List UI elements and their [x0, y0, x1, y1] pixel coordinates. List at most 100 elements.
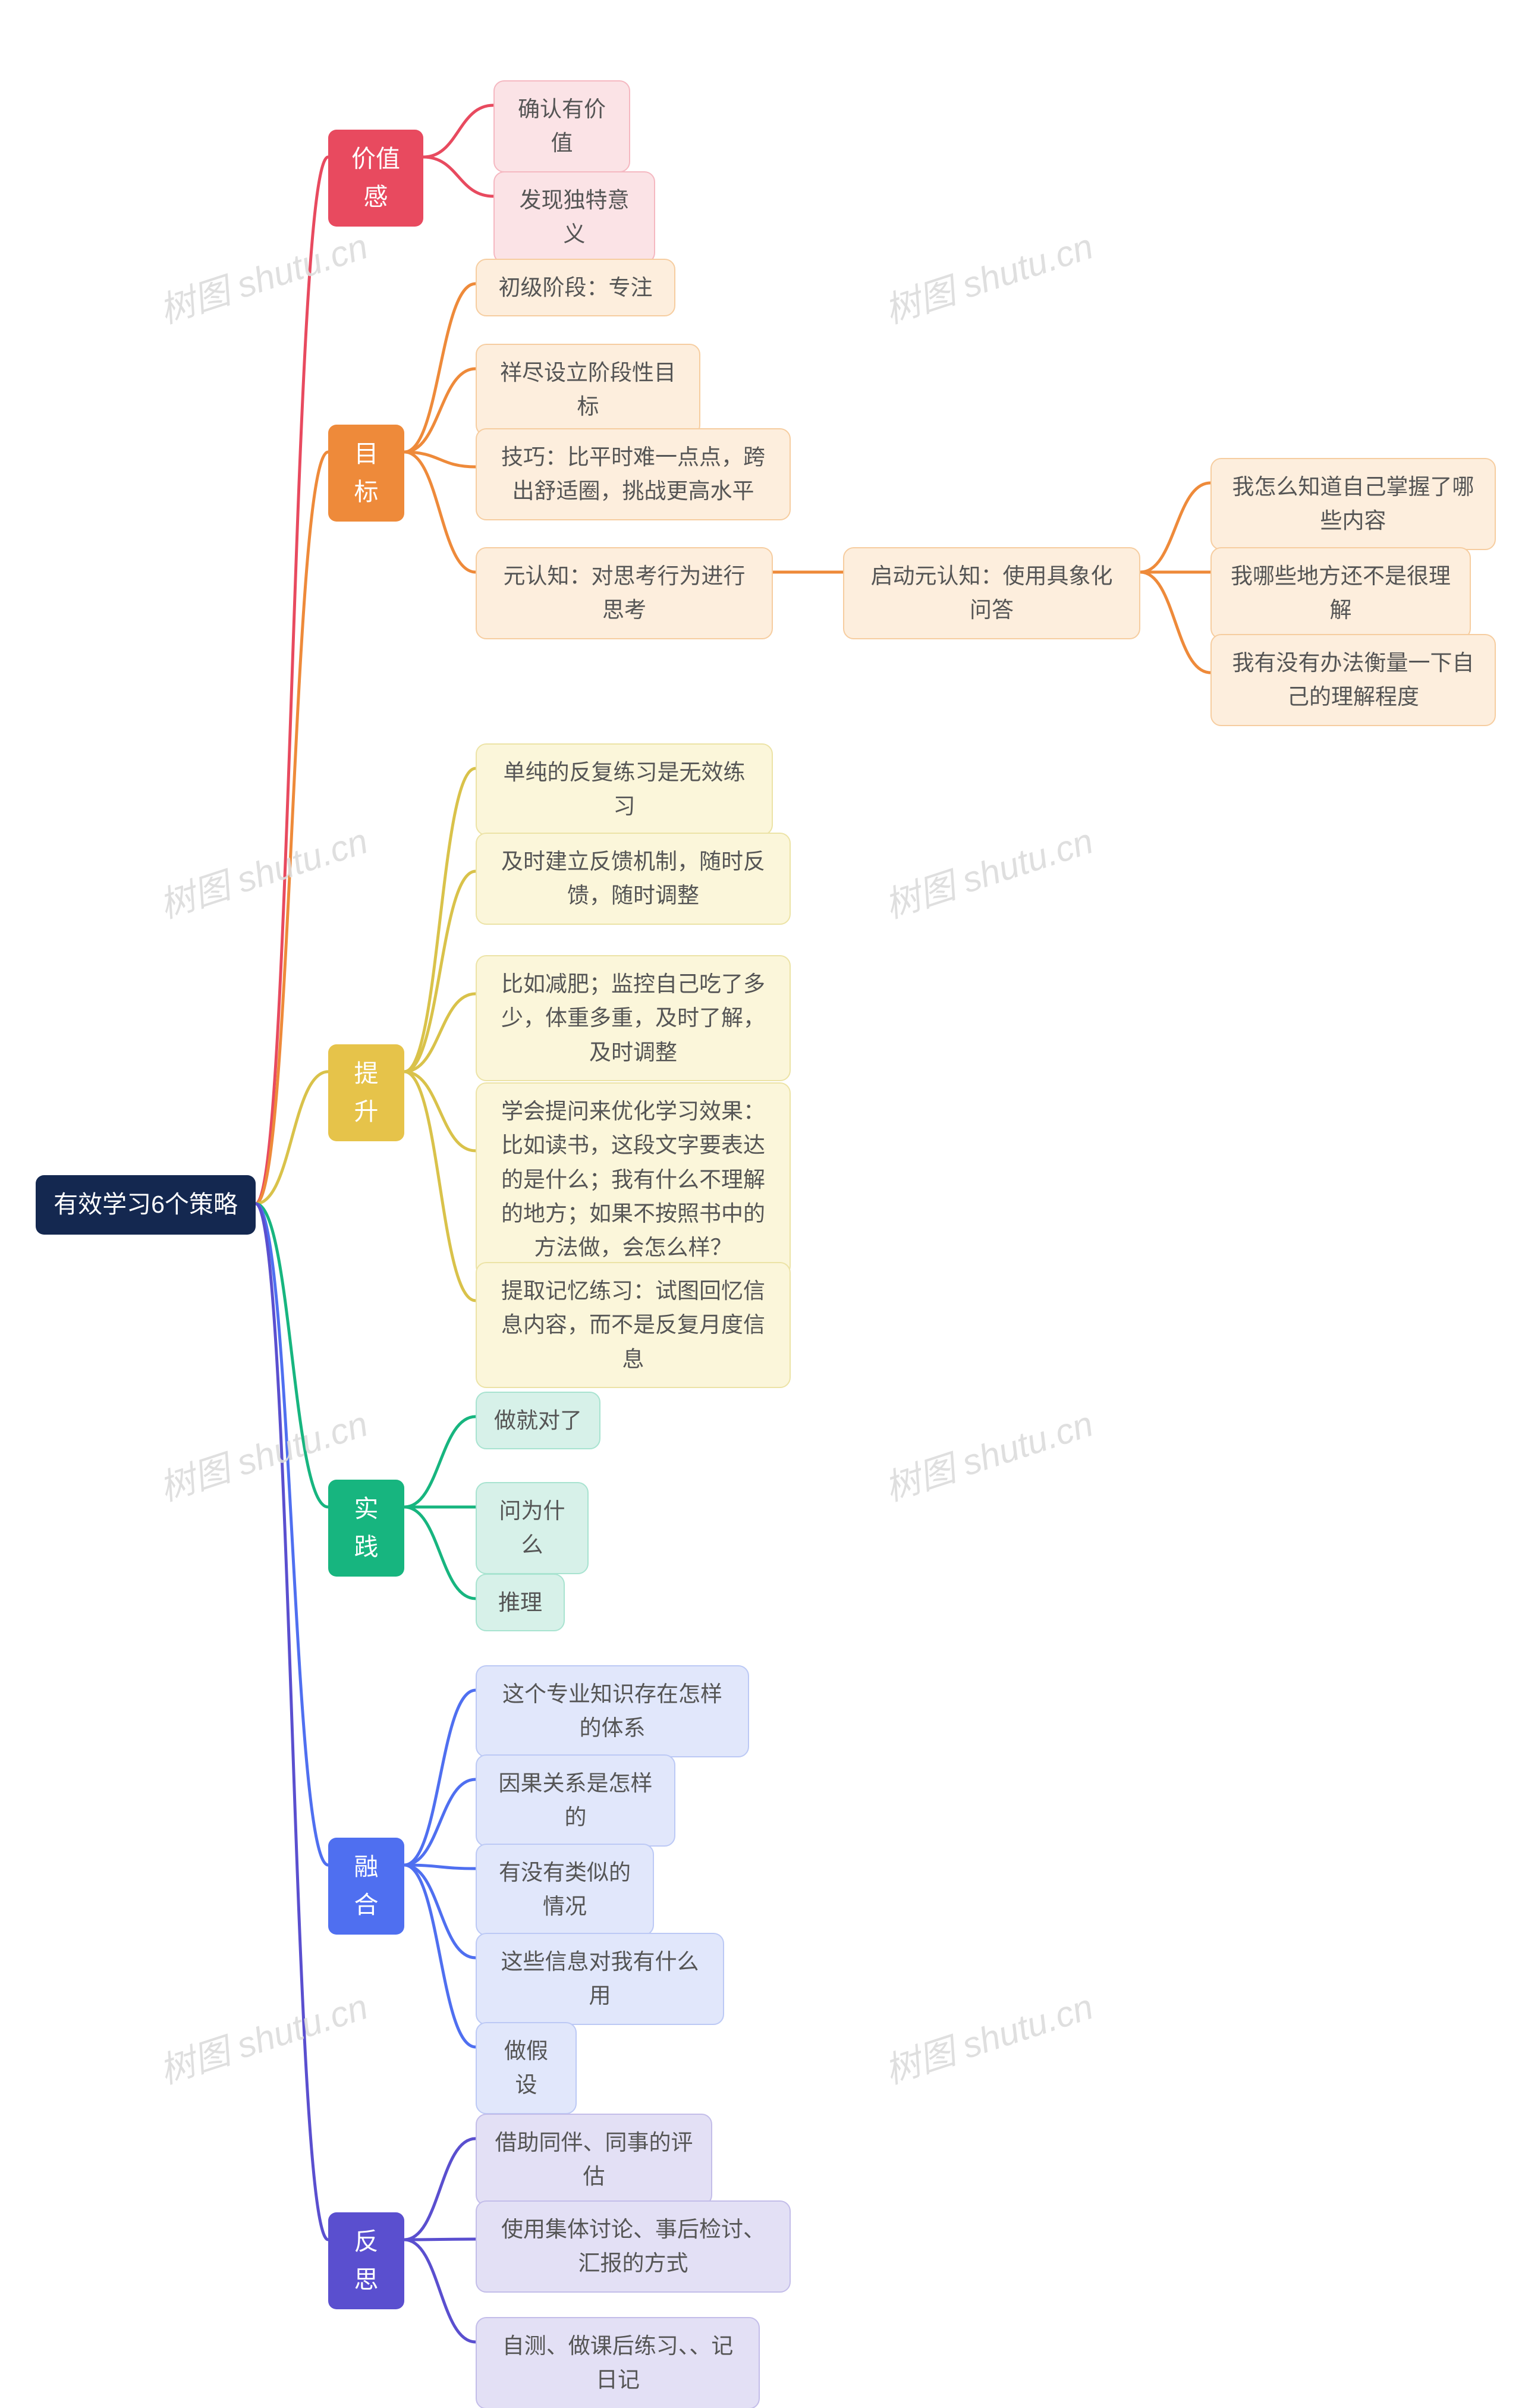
- node-label: 及时建立反馈机制，随时反馈，随时调整: [493, 844, 773, 913]
- node-label: 借助同伴、同事的评估: [493, 2126, 694, 2194]
- connector-b6-b6c1: [404, 2139, 476, 2240]
- node-label: 启动元认知：使用具象化问答: [861, 559, 1122, 627]
- connector-root-b2: [256, 452, 328, 1204]
- mindmap-node-b3c3[interactable]: 比如减肥；监控自己吃了多少，体重多重，及时了解，及时调整: [476, 955, 791, 1081]
- connector-b5-b5c3: [404, 1865, 476, 1869]
- mindmap-node-b5c4[interactable]: 这些信息对我有什么用: [476, 1933, 724, 2025]
- node-label: 这些信息对我有什么用: [493, 1945, 706, 2013]
- connector-b6-b6c3: [404, 2240, 476, 2342]
- node-label: 这个专业知识存在怎样的体系: [493, 1677, 731, 1745]
- mindmap-node-b3c5[interactable]: 提取记忆练习：试图回忆信息内容，而不是反复月度信息: [476, 1262, 791, 1388]
- node-label: 因果关系是怎样的: [493, 1766, 658, 1835]
- node-label: 使用集体讨论、事后检讨、汇报的方式: [493, 2212, 773, 2281]
- mindmap-node-b3c2[interactable]: 及时建立反馈机制，随时反馈，随时调整: [476, 833, 791, 925]
- watermark: 树图 shutu.cn: [877, 218, 1099, 334]
- connector-b2-b2c4: [404, 452, 476, 572]
- connector-b3-b3c4: [404, 1072, 476, 1151]
- node-label: 我有没有办法衡量一下自己的理解程度: [1228, 646, 1478, 714]
- mindmap-node-b5c1[interactable]: 这个专业知识存在怎样的体系: [476, 1665, 749, 1757]
- node-label: 目标: [344, 435, 389, 511]
- watermark: 树图 shutu.cn: [877, 812, 1099, 928]
- node-label: 元认知：对思考行为进行思考: [493, 559, 755, 627]
- node-label: 祥尽设立阶段性目标: [493, 356, 683, 424]
- mindmap-node-b1c2[interactable]: 发现独特意义: [493, 171, 655, 263]
- connector-b5-b5c5: [404, 1865, 476, 2047]
- node-label: 确认有价值: [511, 92, 612, 161]
- connector-root-b4: [256, 1204, 328, 1507]
- node-label: 单纯的反复练习是无效练习: [493, 755, 755, 824]
- mindmap-node-b6c1[interactable]: 借助同伴、同事的评估: [476, 2114, 712, 2206]
- mindmap-node-b6c3[interactable]: 自测、做课后练习、、记日记: [476, 2317, 760, 2408]
- node-label: 技巧：比平时难一点点，跨出舒适圈，挑战更高水平: [493, 440, 773, 508]
- node-label: 问为什么: [493, 1494, 571, 1562]
- mindmap-node-b2c4a2[interactable]: 我哪些地方还不是很理解: [1210, 547, 1471, 639]
- node-label: 初级阶段：专注: [499, 271, 653, 304]
- connector-root-b3: [256, 1072, 328, 1204]
- connector-b3-b3c1: [404, 768, 476, 1072]
- watermark: 树图 shutu.cn: [152, 218, 373, 334]
- connector-b3-b3c2: [404, 871, 476, 1072]
- connector-root-b1: [256, 157, 328, 1204]
- connector-b6-b6c2: [404, 2239, 476, 2240]
- mindmap-canvas: 树图 shutu.cn 树图 shutu.cn 树图 shutu.cn 树图 shut…: [0, 0, 1522, 2408]
- mindmap-node-b6[interactable]: 反思: [328, 2212, 404, 2309]
- mindmap-node-b2[interactable]: 目标: [328, 425, 404, 522]
- watermark: 树图 shutu.cn: [877, 1395, 1099, 1511]
- mindmap-node-b1[interactable]: 价值感: [328, 130, 423, 227]
- connector-b3-b3c5: [404, 1072, 476, 1301]
- node-label: 做假设: [493, 2034, 559, 2102]
- node-label: 做就对了: [494, 1404, 582, 1437]
- watermark: 树图 shutu.cn: [152, 812, 373, 928]
- mindmap-node-root[interactable]: 有效学习6个策略: [36, 1175, 256, 1235]
- node-label: 价值感: [344, 140, 408, 216]
- node-label: 有没有类似的情况: [493, 1856, 636, 1924]
- node-label: 有效学习6个策略: [54, 1186, 238, 1224]
- mindmap-node-b5c2[interactable]: 因果关系是怎样的: [476, 1754, 675, 1847]
- mindmap-node-b3c4[interactable]: 学会提问来优化学习效果：比如读书，这段文字要表达的是什么；我有什么不理解的地方；…: [476, 1082, 791, 1277]
- mindmap-node-b3[interactable]: 提升: [328, 1044, 404, 1141]
- mindmap-node-b4c2[interactable]: 问为什么: [476, 1482, 589, 1574]
- connector-b2-b2c2: [404, 369, 476, 452]
- mindmap-node-b2c4a3[interactable]: 我有没有办法衡量一下自己的理解程度: [1210, 634, 1496, 726]
- mindmap-node-b2c4[interactable]: 元认知：对思考行为进行思考: [476, 547, 773, 639]
- mindmap-node-b4[interactable]: 实践: [328, 1480, 404, 1577]
- connector-b3-b3c3: [404, 994, 476, 1072]
- mindmap-node-b2c2[interactable]: 祥尽设立阶段性目标: [476, 344, 700, 436]
- watermark: 树图 shutu.cn: [152, 1978, 373, 2094]
- node-label: 融合: [344, 1848, 389, 1924]
- node-label: 实践: [344, 1490, 389, 1566]
- connector-b1-b1c2: [423, 157, 493, 196]
- connector-b4-b4c3: [404, 1507, 476, 1599]
- mindmap-node-b2c4a[interactable]: 启动元认知：使用具象化问答: [843, 547, 1140, 639]
- node-label: 反思: [344, 2223, 389, 2299]
- node-label: 我哪些地方还不是很理解: [1228, 559, 1453, 627]
- mindmap-node-b5c5[interactable]: 做假设: [476, 2022, 577, 2114]
- node-label: 比如减肥；监控自己吃了多少，体重多重，及时了解，及时调整: [493, 967, 773, 1069]
- mindmap-node-b1c1[interactable]: 确认有价值: [493, 80, 630, 172]
- node-label: 推理: [498, 1586, 542, 1619]
- node-label: 学会提问来优化学习效果：比如读书，这段文字要表达的是什么；我有什么不理解的地方；…: [493, 1094, 773, 1265]
- mindmap-node-b2c1[interactable]: 初级阶段：专注: [476, 259, 675, 316]
- connector-b5-b5c4: [404, 1865, 476, 1958]
- connector-root-b6: [256, 1204, 328, 2240]
- mindmap-node-b4c3[interactable]: 推理: [476, 1574, 565, 1631]
- connector-b5-b5c1: [404, 1690, 476, 1865]
- connector-b2-b2c3: [404, 452, 476, 467]
- mindmap-node-b6c2[interactable]: 使用集体讨论、事后检讨、汇报的方式: [476, 2200, 791, 2293]
- mindmap-node-b2c4a1[interactable]: 我怎么知道自己掌握了哪些内容: [1210, 458, 1496, 550]
- node-label: 提升: [344, 1055, 389, 1131]
- node-label: 发现独特意义: [511, 183, 637, 252]
- connector-b2c4a-b2c4a3: [1140, 572, 1210, 673]
- mindmap-node-b5[interactable]: 融合: [328, 1838, 404, 1935]
- connector-root-b5: [256, 1204, 328, 1865]
- connector-b4-b4c1: [404, 1417, 476, 1507]
- connector-b2-b2c1: [404, 284, 476, 452]
- connector-b1-b1c1: [423, 105, 493, 157]
- mindmap-node-b5c3[interactable]: 有没有类似的情况: [476, 1844, 654, 1936]
- mindmap-node-b2c3[interactable]: 技巧：比平时难一点点，跨出舒适圈，挑战更高水平: [476, 428, 791, 520]
- connector-b5-b5c2: [404, 1779, 476, 1865]
- node-label: 提取记忆练习：试图回忆信息内容，而不是反复月度信息: [493, 1274, 773, 1376]
- mindmap-node-b3c1[interactable]: 单纯的反复练习是无效练习: [476, 743, 773, 836]
- mindmap-node-b4c1[interactable]: 做就对了: [476, 1392, 600, 1449]
- node-label: 自测、做课后练习、、记日记: [493, 2329, 742, 2397]
